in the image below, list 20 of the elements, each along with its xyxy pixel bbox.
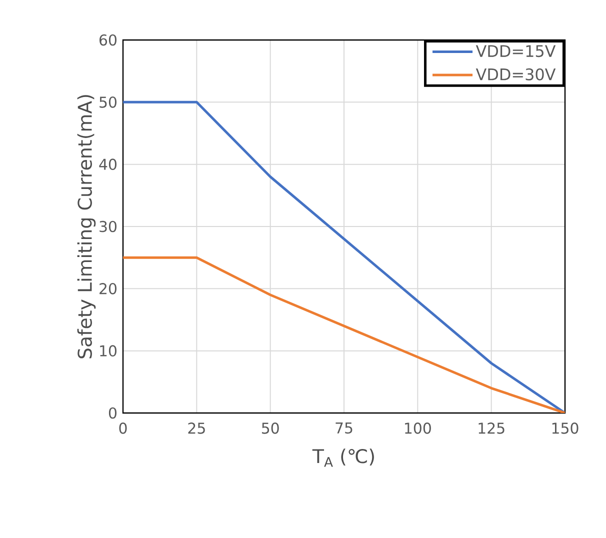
x-tick-label: 25 bbox=[188, 422, 205, 434]
x-tick-label: 0 bbox=[119, 422, 127, 434]
y-tick-label: 50 bbox=[100, 96, 116, 108]
x-tick-label: 100 bbox=[405, 422, 431, 434]
y-tick-label: 30 bbox=[100, 220, 116, 232]
x-axis-title: T$_{A}$ (℃) bbox=[312, 448, 374, 467]
legend-label: VDD=15V bbox=[476, 45, 556, 58]
x-tick-label: 125 bbox=[478, 422, 504, 434]
x-tick-label: 50 bbox=[262, 422, 279, 434]
y-tick-label: 20 bbox=[100, 283, 116, 294]
x-tick-label: 75 bbox=[336, 422, 352, 434]
y-tick-label: 0 bbox=[108, 407, 116, 419]
line-series bbox=[123, 256, 566, 413]
legend-label: VDD=30V bbox=[476, 68, 556, 80]
y-tick-label: 10 bbox=[100, 345, 116, 356]
y-axis-title: Safety Limiting Current(mA) bbox=[77, 95, 96, 358]
y-tick-label: 40 bbox=[99, 158, 116, 170]
line-series bbox=[123, 100, 566, 413]
x-tick-label: 150 bbox=[552, 422, 578, 434]
y-tick-label: 60 bbox=[100, 34, 116, 46]
